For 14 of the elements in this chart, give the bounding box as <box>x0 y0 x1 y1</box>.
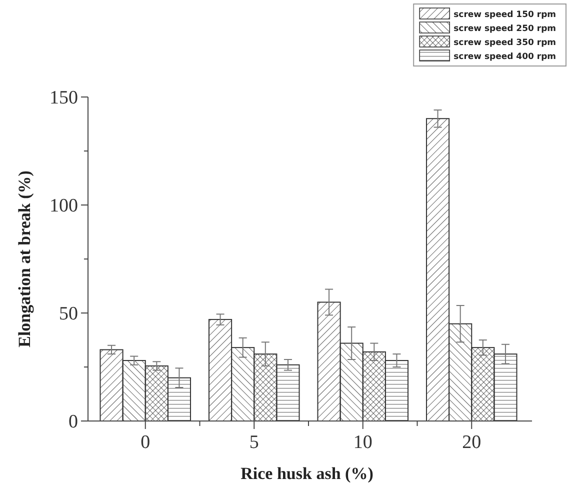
legend-label: screw speed 150 rpm <box>454 10 556 20</box>
y-tick-label: 50 <box>59 304 78 325</box>
legend-label: screw speed 250 rpm <box>454 24 556 34</box>
x-tick-label: 5 <box>249 432 259 453</box>
y-tick-label: 0 <box>68 412 78 433</box>
x-tick-label: 10 <box>353 432 372 453</box>
legend-label: screw speed 400 rpm <box>454 52 556 62</box>
legend-label: screw speed 350 rpm <box>454 38 556 48</box>
y-tick-label: 100 <box>50 196 78 217</box>
x-tick-label: 20 <box>462 432 482 453</box>
y-axis-title: Elongation at break (%) <box>15 170 34 348</box>
y-tick-label: 150 <box>50 88 78 109</box>
x-axis-title: Rice husk ash (%) <box>240 464 374 483</box>
x-tick-label: 0 <box>140 432 150 453</box>
